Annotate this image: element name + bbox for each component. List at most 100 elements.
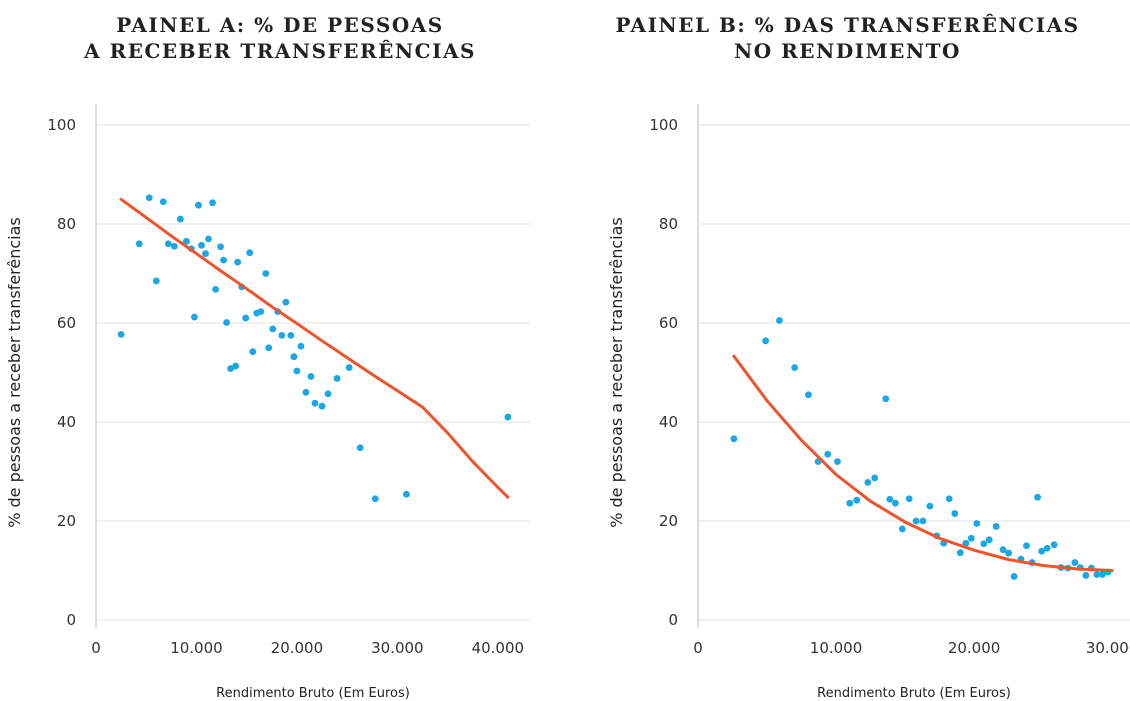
panel-a-ytick-label: 80	[57, 215, 76, 233]
panel-a-data-point	[227, 365, 235, 372]
panel-a-data-point	[223, 319, 230, 326]
panel-b-data-point	[805, 391, 812, 399]
panel-a-ytick-label: 0	[66, 611, 76, 629]
panel-b-y-axis-label: % de pessoas a receber transferências	[607, 217, 626, 528]
panel-b-data-point	[919, 517, 927, 525]
panel-a-data-point	[117, 330, 125, 338]
panel-a-data-point	[191, 313, 198, 321]
panel-a-data-point	[504, 413, 512, 421]
panel-b-data-point	[945, 495, 953, 503]
panel-b-data-point	[776, 317, 783, 324]
panel-b-data-point	[1005, 549, 1012, 557]
panel-a-xtick-label: 0	[91, 639, 101, 657]
panel-b-title-line-2: NO RENDIMENTO	[734, 39, 961, 63]
panel-a-data-point	[242, 314, 250, 322]
panel-b-ytick-label: 0	[668, 611, 678, 629]
panel-a-title-line-2: A RECEBER TRANSFERÊNCIAS	[84, 39, 476, 63]
panel-a-data-point	[212, 285, 219, 293]
panel-b-data-point	[1099, 571, 1106, 578]
panel-b-data-point	[864, 478, 872, 486]
panel-b-xtick-label: 0	[693, 639, 703, 657]
panel-b-ytick-label: 80	[659, 215, 678, 233]
panel-a-data-point	[205, 235, 212, 243]
panel-a-data-point	[318, 402, 326, 410]
panel-a-data-point	[209, 199, 216, 207]
panel-b-xtick-label: 10.000	[810, 639, 863, 657]
panel-b-data-point	[905, 495, 913, 503]
panel-b-data-point	[992, 523, 1000, 530]
panel-b-data-point	[1071, 559, 1079, 566]
panel-b-data-point	[956, 549, 964, 557]
panel-a-data-point	[198, 241, 205, 249]
panel-a-data-point	[265, 344, 273, 352]
panel-b-data-point	[898, 525, 906, 533]
panel-a-data-point	[220, 256, 227, 264]
panel-a-data-point	[324, 390, 332, 398]
panel-b-ytick-label: 100	[649, 116, 678, 134]
panel-a-ytick-label: 40	[57, 413, 76, 431]
panel-a-ytick-label: 100	[47, 116, 76, 134]
panel-b-data-point	[882, 395, 890, 403]
panel-a-data-point	[249, 348, 257, 356]
panel-b-data-point	[891, 499, 899, 507]
panel-a-scatter-chart: 0 20 40 60 80 100 0 10.000 20.000 30.000 40.000 Ren…	[5, 104, 530, 701]
panel-a-title: PAINEL A: % DE PESSOAS A RECEBER TRANSFE…	[0, 12, 560, 64]
panel-a-data-point	[135, 240, 143, 248]
panel-a-data-point	[159, 198, 167, 206]
panel-a-data-point	[302, 388, 310, 396]
panel-a-xtick-label: 30.000	[371, 639, 424, 657]
panel-b-data-point	[912, 517, 920, 525]
panel-a-data-point	[282, 298, 290, 306]
panel-a-data-point	[176, 215, 184, 223]
panel-b-trend-line	[732, 354, 1114, 572]
panel-b-data-point	[730, 435, 738, 443]
panel-a-data-point	[297, 342, 305, 350]
panel-a-ytick-label: 20	[57, 512, 76, 530]
panel-a-data-point	[195, 201, 202, 209]
panel-a-title-line-1: PAINEL A: % DE PESSOAS	[116, 13, 444, 37]
panel-a-data-point	[234, 258, 242, 266]
panel-a-data-point	[293, 367, 301, 375]
panel-b-data-point	[846, 499, 854, 507]
panel-b-data-point	[791, 364, 799, 371]
panel-b-data-point	[1038, 547, 1046, 555]
panel-b-data-point	[1050, 541, 1058, 549]
panel-a-data-point	[257, 308, 265, 316]
panel-a-data-point	[333, 375, 341, 382]
panel-b-data-point	[824, 450, 832, 458]
panel-b-title-line-1: PAINEL B: % DAS TRANSFERÊNCIAS	[615, 13, 1080, 37]
panel-b-data-point	[999, 546, 1007, 554]
panel-a-data-point	[311, 399, 319, 407]
panel-a-data-point	[232, 362, 240, 370]
panel-a: PAINEL A: % DE PESSOAS A RECEBER TRANSFE…	[0, 0, 560, 701]
panel-b-data-point	[1010, 573, 1018, 580]
panel-b-data-point	[853, 496, 861, 504]
panel-b-xtick-label: 30.000	[1086, 639, 1130, 657]
panel-b-data-point	[871, 474, 879, 482]
panel-b-ytick-label: 40	[659, 413, 678, 431]
panel-a-data-point	[287, 331, 295, 339]
panel-a-y-axis-label: % de pessoas a receber transferências	[5, 217, 24, 528]
panel-a-data-point	[269, 325, 277, 333]
panel-b-data-point	[1043, 544, 1051, 552]
panel-a-trend-line	[119, 197, 510, 499]
panel-a-data-point	[307, 373, 315, 380]
panel-a-data-point	[202, 250, 209, 258]
panel-a-data-point	[371, 495, 379, 503]
panel-b-data-point	[967, 534, 975, 542]
panel-a-xtick-label: 20.000	[271, 639, 324, 657]
panel-a-data-point	[183, 237, 190, 245]
panel-a-ytick-label: 60	[57, 314, 76, 332]
panel-a-data-point	[246, 249, 254, 257]
panel-b-data-point	[980, 540, 988, 548]
panel-b-data-point	[962, 539, 970, 547]
panel-b-data-point	[985, 536, 993, 544]
panel-b-data-point	[1093, 571, 1101, 578]
panel-b-data-point	[762, 337, 770, 345]
panel-b-data-point	[1034, 493, 1041, 501]
panel-a-x-axis-label: Rendimento Bruto (Em Euros)	[216, 686, 410, 701]
panel-a-data-point	[164, 240, 172, 248]
panel-b-ytick-label: 20	[659, 512, 678, 530]
panel-a-data-point	[356, 444, 364, 452]
panel-b-data-point	[973, 520, 981, 527]
